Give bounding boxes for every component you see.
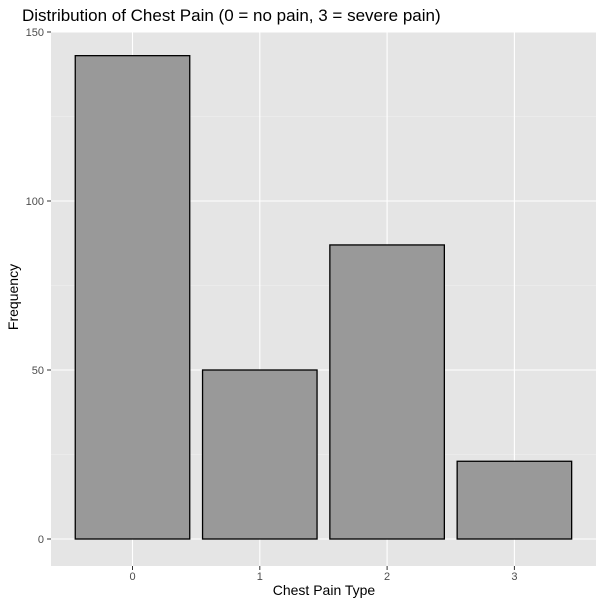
y-tick-label: 150 [26, 27, 44, 39]
x-tick-label: 0 [129, 571, 135, 583]
bar-3 [456, 460, 573, 540]
x-tick-label: 2 [384, 571, 390, 583]
bars [74, 55, 573, 540]
y-tick-label: 0 [38, 534, 44, 546]
bar-2 [329, 244, 446, 540]
chart-title: Distribution of Chest Pain (0 = no pain,… [22, 6, 441, 25]
y-tick-labels: 0 50 100 150 [26, 27, 44, 546]
x-tick-label: 3 [511, 571, 517, 583]
x-axis-title: Chest Pain Type [273, 582, 376, 598]
y-tick-label: 50 [32, 365, 44, 377]
x-tick-label: 1 [257, 571, 263, 583]
y-axis-title: Frequency [5, 264, 21, 330]
y-tick-label: 100 [26, 196, 44, 208]
bar-1 [201, 369, 318, 540]
axis-ticks [47, 31, 515, 570]
bar-0 [74, 55, 191, 540]
x-tick-labels: 0 1 2 3 [129, 571, 517, 583]
